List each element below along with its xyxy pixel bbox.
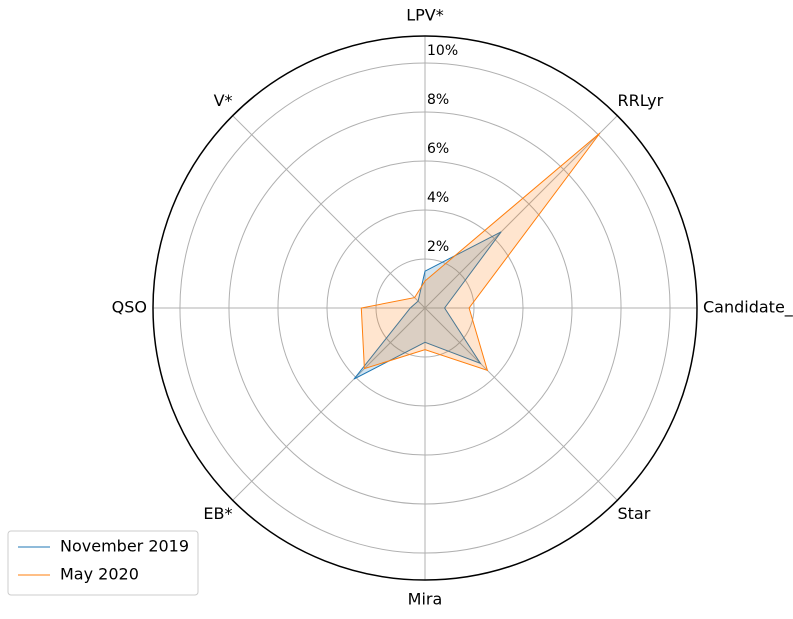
legend-box <box>7 530 199 596</box>
category-label: LPV* <box>406 6 444 25</box>
legend-label: May 2020 <box>60 565 139 584</box>
r-tick-label: 8% <box>427 92 449 108</box>
category-label: RRLyr <box>617 91 663 110</box>
category-label: Mira <box>408 590 443 609</box>
category-label: Star <box>617 504 650 523</box>
legend-label: November 2019 <box>60 537 189 556</box>
outer-frame <box>152 35 698 581</box>
r-tick-label: 4% <box>427 190 449 206</box>
r-tick-label: 2% <box>427 239 449 255</box>
spoke <box>232 307 426 501</box>
category-label: QSO <box>112 298 147 317</box>
spoke <box>424 307 618 501</box>
r-tick-label: 10% <box>427 43 458 59</box>
r-tick-label: 6% <box>427 141 449 157</box>
category-label: EB* <box>203 504 232 523</box>
spoke <box>424 115 618 309</box>
spoke <box>232 115 426 309</box>
series-area <box>360 132 601 372</box>
series-area <box>353 231 502 380</box>
category-label: Candidate_RRLyr <box>703 298 793 318</box>
category-label: V* <box>214 91 233 110</box>
